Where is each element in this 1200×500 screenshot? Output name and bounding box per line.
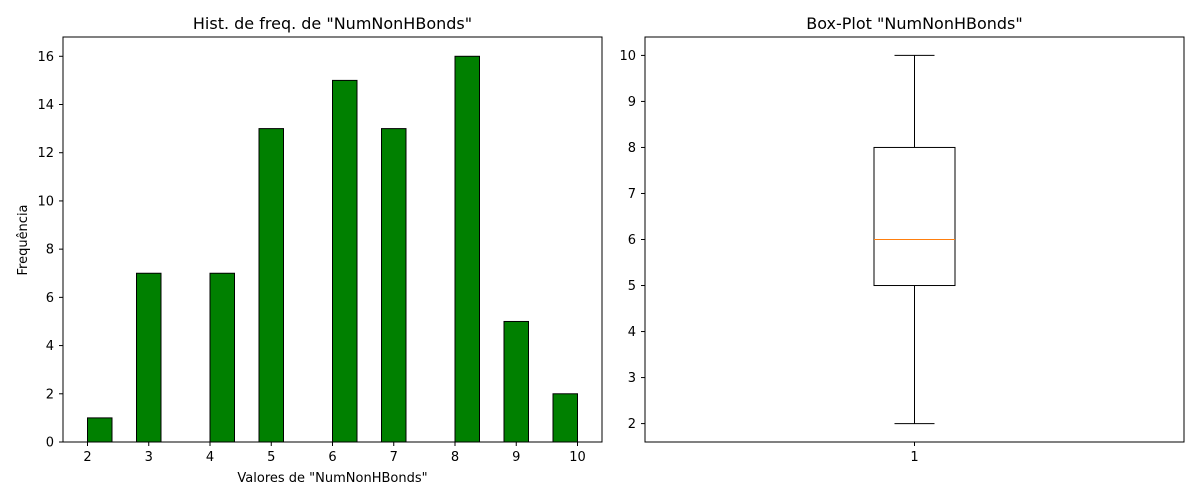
- histogram-y-axis-title: Frequência: [16, 204, 31, 275]
- histogram-x-ticks: 2 3 4 5 6 7 8 9 10: [83, 442, 586, 465]
- boxplot-y-tick-label: 6: [628, 233, 636, 248]
- histogram-x-tick-label: 5: [267, 450, 275, 465]
- histogram-y-tick-label: 4: [46, 339, 54, 354]
- boxplot-title: Box-Plot "NumNonHBonds": [806, 14, 1023, 33]
- histogram-x-axis-title: Valores de "NumNonHBonds": [237, 471, 427, 486]
- boxplot-y-tick-label: 2: [628, 417, 636, 432]
- boxplot-y-ticks: 2 3 4 5 6 7 8 9 10: [619, 49, 645, 432]
- histogram-bars: [87, 55, 578, 443]
- histogram-bar: [136, 272, 162, 443]
- histogram-y-tick-label: 6: [46, 291, 54, 306]
- histogram-y-tick-label: 12: [37, 146, 54, 161]
- histogram-bar: [503, 320, 529, 443]
- boxplot-x-tick-label: 1: [910, 450, 918, 465]
- histogram-y-tick-label: 10: [37, 194, 54, 209]
- boxplot-y-tick-label: 10: [619, 49, 636, 64]
- boxplot-box: [873, 146, 956, 287]
- histogram-y-tick-label: 16: [37, 50, 54, 65]
- histogram-y-tick-label: 2: [46, 387, 54, 402]
- boxplot-y-tick-label: 3: [628, 371, 636, 386]
- boxplot-y-tick-label: 7: [628, 187, 636, 202]
- histogram-x-tick-label: 8: [451, 450, 459, 465]
- histogram-bar: [381, 128, 407, 443]
- boxplot-marks: [873, 54, 956, 425]
- histogram-bar: [332, 79, 358, 443]
- histogram-bar: [87, 417, 113, 443]
- histogram-x-tick-label: 2: [83, 450, 91, 465]
- histogram-x-tick-label: 6: [328, 450, 336, 465]
- boxplot-y-tick-label: 8: [628, 141, 636, 156]
- histogram-bar: [209, 272, 235, 443]
- histogram-chart: Hist. de freq. de "NumNonHBonds" 2 3 4 5 6 7 8…: [16, 14, 603, 486]
- histogram-x-tick-label: 10: [569, 450, 586, 465]
- histogram-y-tick-label: 0: [46, 436, 54, 451]
- boxplot-y-tick-label: 9: [628, 95, 636, 110]
- histogram-y-ticks: 0 2 4 6 8 10 12 14 16: [37, 50, 63, 451]
- histogram-x-tick-label: 3: [145, 450, 153, 465]
- histogram-bar: [454, 55, 480, 443]
- histogram-x-tick-label: 7: [390, 450, 398, 465]
- histogram-bar: [258, 128, 284, 443]
- histogram-y-tick-label: 14: [37, 98, 54, 113]
- histogram-x-tick-label: 4: [206, 450, 214, 465]
- histogram-title: Hist. de freq. de "NumNonHBonds": [193, 14, 472, 33]
- boxplot-chart: Box-Plot "NumNonHBonds" 2 3 4 5 6 7 8 9 10 1: [619, 14, 1185, 465]
- histogram-y-tick-label: 8: [46, 243, 54, 258]
- histogram-x-tick-label: 9: [512, 450, 520, 465]
- boxplot-y-tick-label: 5: [628, 279, 636, 294]
- boxplot-y-tick-label: 4: [628, 325, 636, 340]
- boxplot-x-ticks: 1: [910, 442, 919, 465]
- histogram-bar: [552, 393, 578, 443]
